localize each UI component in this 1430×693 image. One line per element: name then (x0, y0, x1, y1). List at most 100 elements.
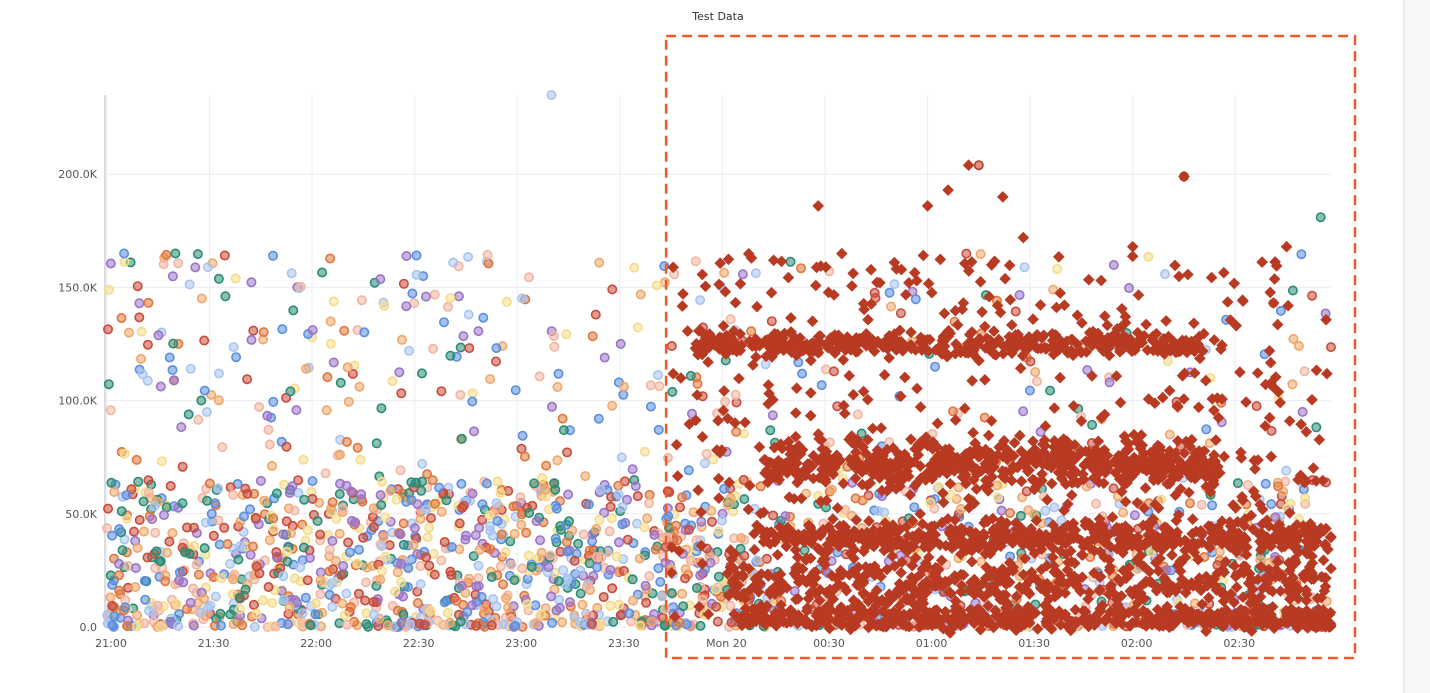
data-point (1293, 340, 1304, 351)
data-point (320, 468, 331, 479)
data-point (310, 609, 321, 620)
data-point-diamond (972, 443, 985, 455)
data-point (293, 475, 304, 486)
data-point-diamond (1015, 334, 1027, 346)
data-point-diamond (771, 532, 784, 544)
data-point-diamond (925, 467, 937, 480)
data-point-diamond (1237, 621, 1250, 633)
data-point-diamond (921, 200, 934, 212)
data-point-diamond (1062, 577, 1074, 590)
data-point-diamond (1028, 547, 1041, 560)
x-tick-label: 23:30 (608, 637, 640, 650)
data-point (996, 505, 1007, 516)
data-point-diamond (1306, 608, 1319, 620)
data-point-diamond (1196, 528, 1208, 541)
data-point (147, 514, 158, 525)
data-point-diamond (739, 592, 751, 605)
data-point-diamond (959, 257, 971, 270)
data-point (434, 482, 445, 493)
data-point (436, 386, 447, 397)
data-point (130, 562, 141, 573)
data-point-diamond (914, 436, 927, 448)
data-point (869, 287, 880, 298)
data-point (376, 499, 387, 510)
data-point-diamond (974, 615, 987, 628)
data-point-diamond (960, 477, 972, 490)
data-point-diamond (1007, 460, 1019, 472)
data-point-diamond (974, 276, 987, 288)
data-point (656, 591, 667, 602)
data-point-diamond (1071, 338, 1083, 350)
data-point (396, 577, 407, 588)
data-point-diamond (810, 279, 822, 292)
data-point (653, 424, 664, 435)
data-point (992, 492, 1003, 503)
data-point (174, 567, 185, 578)
data-point (445, 566, 456, 577)
data-point-diamond (1058, 437, 1071, 449)
data-point-diamond (1162, 605, 1174, 617)
data-point-diamond (972, 338, 984, 351)
data-point (645, 401, 656, 412)
data-point (441, 495, 452, 506)
data-point-diamond (835, 529, 848, 541)
data-point-diamond (852, 561, 865, 574)
data-point-diamond (903, 610, 916, 622)
data-point-diamond (1152, 502, 1165, 514)
data-point (680, 573, 691, 584)
data-point-diamond (755, 568, 768, 580)
data-point (456, 433, 467, 444)
data-point-diamond (1237, 295, 1249, 307)
data-point (361, 619, 372, 630)
data-point (574, 617, 585, 628)
data-point-diamond (943, 586, 956, 598)
data-point-diamond (1186, 528, 1198, 540)
data-point (563, 489, 574, 500)
data-point (134, 514, 145, 525)
data-point (122, 513, 133, 524)
data-point (428, 343, 439, 354)
data-point-diamond (949, 604, 961, 617)
data-point (953, 482, 964, 493)
data-point (442, 301, 453, 312)
data-point-diamond (982, 599, 994, 612)
data-point-diamond (880, 598, 893, 610)
data-point (278, 571, 289, 582)
data-point-diamond (1066, 489, 1078, 501)
data-point (425, 513, 436, 524)
data-point-diamond (1218, 266, 1230, 279)
data-point-diamond (786, 447, 798, 460)
data-point (630, 481, 641, 492)
data-point-diamond (895, 390, 907, 403)
data-point-diamond (985, 462, 998, 475)
data-point (376, 476, 387, 487)
data-point (278, 594, 289, 605)
data-point (328, 357, 339, 368)
data-point-diamond (724, 544, 737, 556)
data-point-diamond (1142, 393, 1155, 405)
data-point-diamond (1261, 578, 1273, 590)
data-point-diamond (906, 515, 919, 527)
data-point-diamond (1036, 475, 1048, 487)
data-point (105, 592, 116, 603)
data-point (268, 524, 279, 535)
data-point-diamond (1169, 489, 1182, 501)
data-point-diamond (1210, 434, 1222, 446)
data-point (1281, 465, 1292, 476)
data-point (546, 401, 557, 412)
data-point (315, 575, 326, 586)
data-point-diamond (777, 344, 790, 356)
data-point-diamond (860, 328, 873, 340)
data-point (103, 284, 114, 295)
data-point-diamond (917, 249, 930, 262)
data-point (185, 597, 196, 608)
data-point-diamond (863, 515, 875, 527)
data-point-diamond (864, 562, 876, 575)
data-point (359, 327, 370, 338)
data-point (249, 621, 260, 632)
data-point (746, 326, 757, 337)
data-point (1266, 425, 1277, 436)
data-point-diamond (967, 426, 979, 439)
data-point (300, 592, 311, 603)
data-point (376, 541, 387, 552)
